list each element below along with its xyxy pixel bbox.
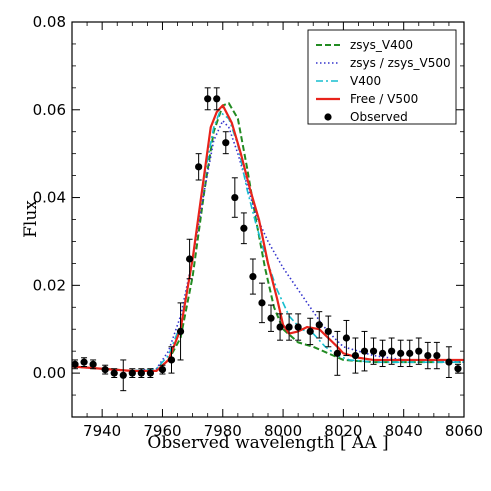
observed-point [176,327,185,336]
observed-point [424,351,432,360]
observed-point [80,358,88,366]
y-tick-label: 0.02 [33,276,66,294]
x-axis-title: Observed wavelength [ AA ] [147,433,388,453]
tick-labels: 7940 7960 7980 8000 8020 8040 8060 0.00 0.02 0.04… [33,13,484,440]
observed-point [378,349,387,357]
legend-frame [307,29,457,125]
x-tick-label: 8020 [324,422,362,440]
observed-point [167,356,176,364]
series-line [72,119,464,372]
observed-point [415,347,423,355]
observed-point [267,314,275,322]
observed-point [119,371,127,379]
legend-label: V400 [350,74,381,88]
y-tick-label: 0.08 [33,13,66,31]
observed-point [306,327,314,336]
observed-point [146,369,154,377]
observed-point [213,95,221,103]
legend-label: zsys_V400 [350,38,413,52]
y-axis-title: Flux [21,200,41,238]
observed-point [445,358,453,366]
observed-point [285,323,293,331]
x-tick-label: 7940 [83,422,121,440]
model-series [72,102,464,373]
x-tick-label: 7980 [204,422,242,440]
observed-point [342,334,350,342]
observed-point [186,255,194,263]
observed-point [369,347,378,355]
observed-point [433,351,441,360]
observed-point [315,321,323,329]
legend-swatch [324,113,332,121]
observed-point [137,369,145,377]
observed-point [406,349,414,357]
observed-point [360,347,369,355]
x-tick-label: 8040 [385,422,423,440]
x-tick-label: 8000 [264,422,302,440]
plot-frame [71,21,465,418]
observed-point [195,163,203,171]
y-tick-label: 0.04 [33,189,66,207]
observed-point [276,323,284,331]
observed-point [351,351,360,360]
observed-point [397,349,405,357]
observed-point [249,272,257,281]
y-tick-label: 0.06 [33,101,66,119]
observed-point [388,347,396,355]
observed-point [110,369,118,377]
observed-point [204,95,212,103]
series-line [72,111,464,372]
legend-label: zsys / zsys_V500 [350,56,451,70]
observed-point [294,323,302,331]
observed-point [101,366,109,374]
series-line [72,102,464,372]
observed-point [324,327,332,336]
observed-point [222,139,230,147]
observed-point [333,349,341,357]
legend-label: Free / V500 [350,92,418,106]
y-tick-label: 0.00 [33,364,66,382]
observed-point [71,360,79,368]
observed-point [89,360,97,368]
observed-point [454,365,462,373]
observed-point [231,193,239,202]
legend-label: Observed [350,110,408,124]
observed-point [158,366,167,374]
x-tick-label: 8060 [445,422,483,440]
observed-points [71,87,462,392]
series-line [72,104,464,373]
x-tick-label: 7960 [143,422,181,440]
observed-point [240,224,248,232]
observed-point [128,369,136,377]
observed-point [258,299,266,307]
